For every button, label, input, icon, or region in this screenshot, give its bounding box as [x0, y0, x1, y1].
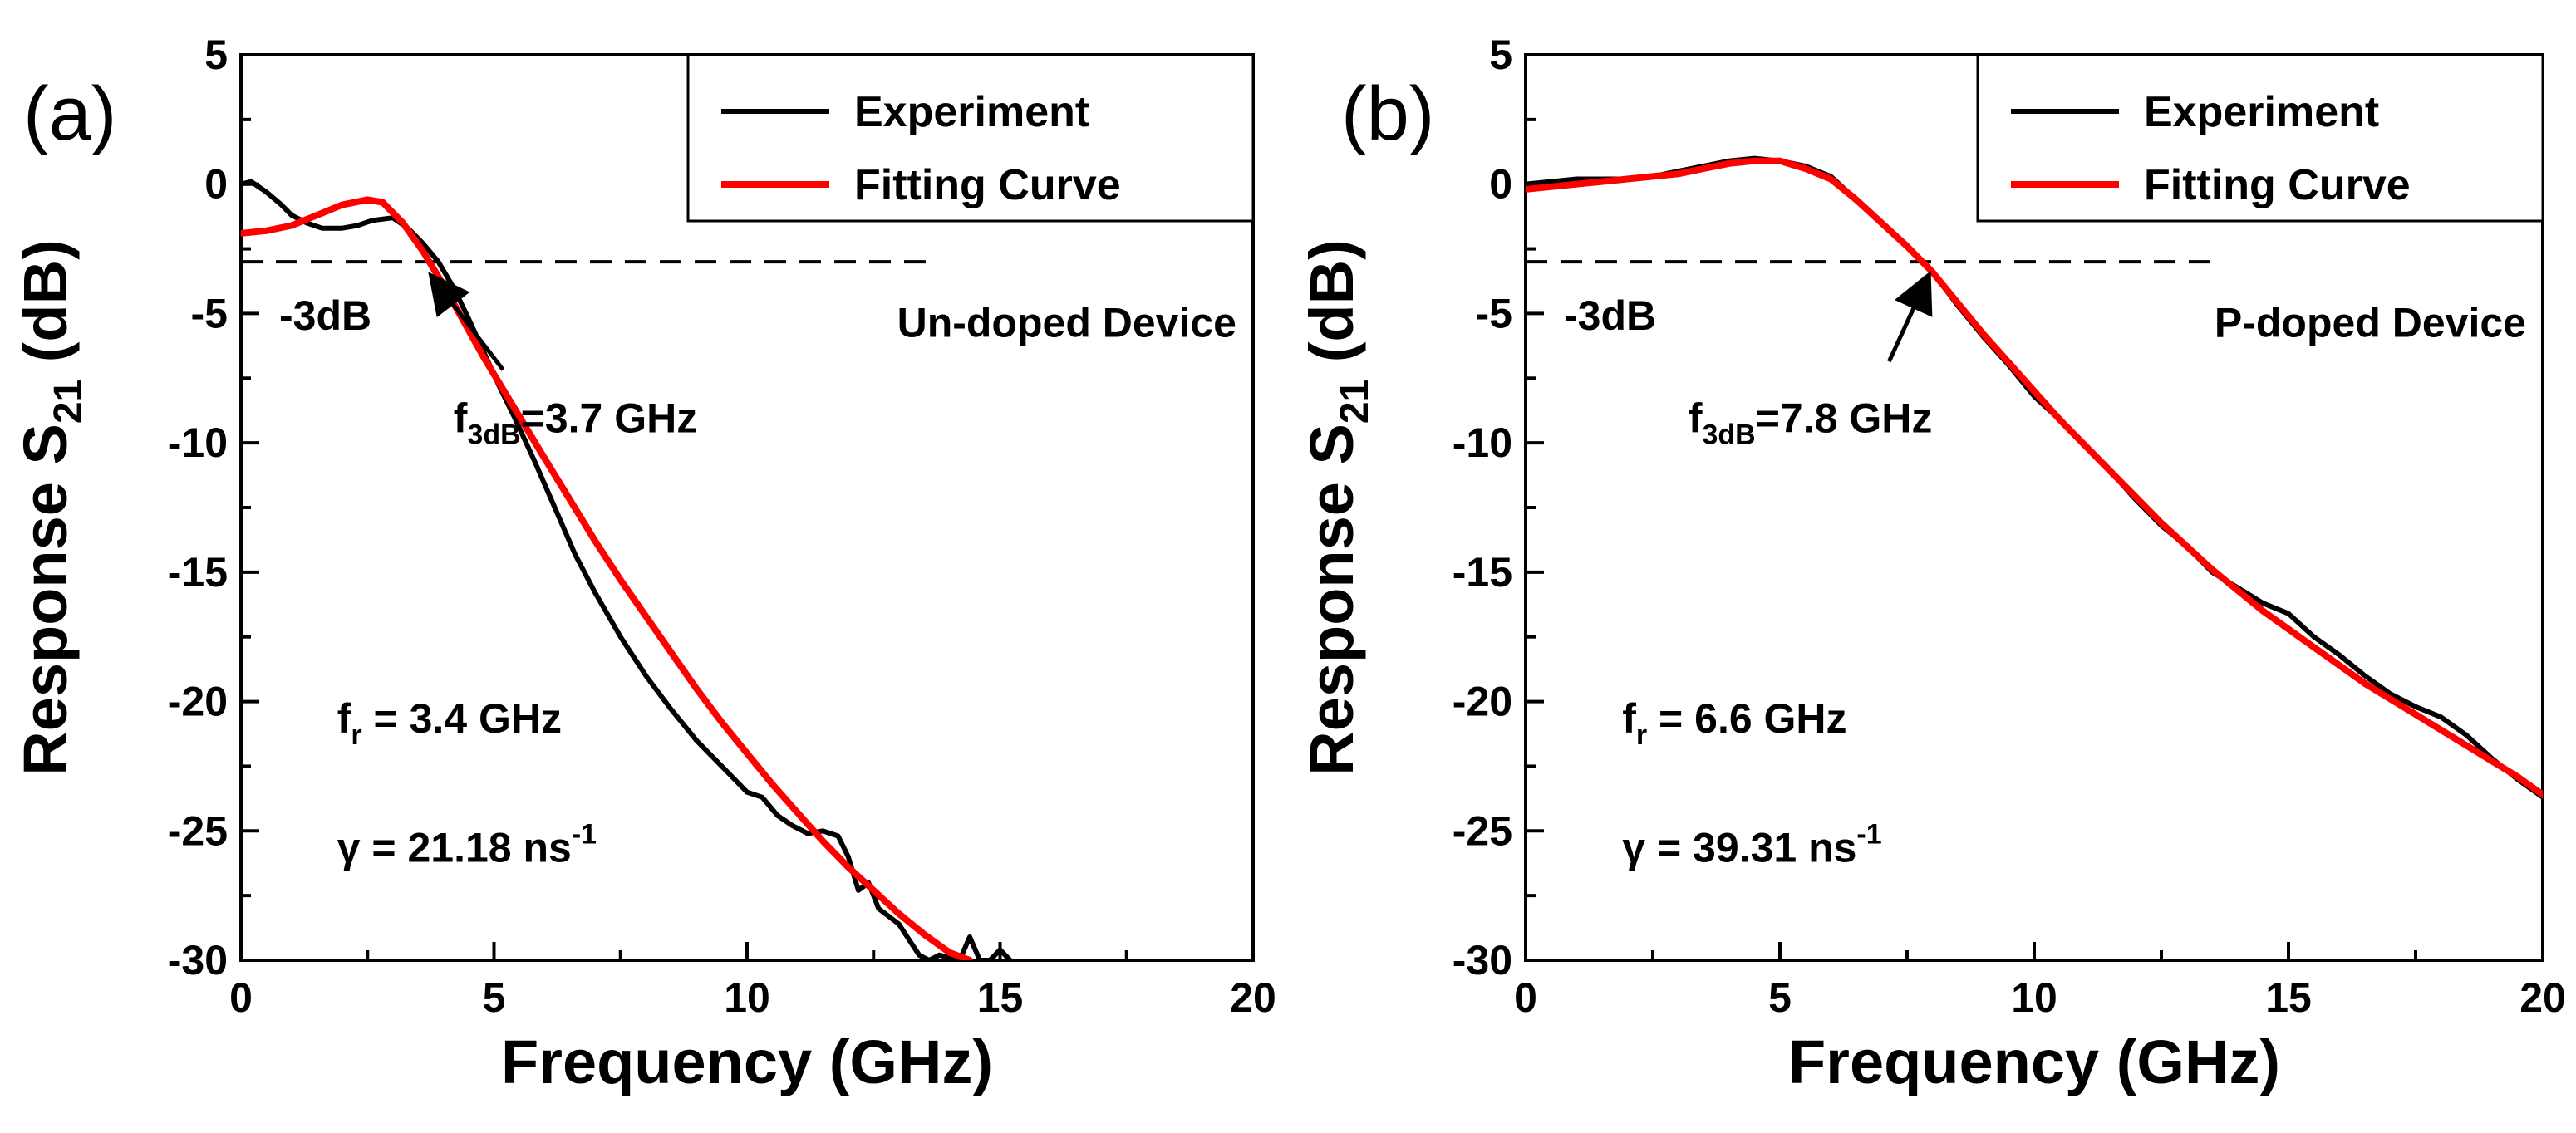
y-tick-label: -10 — [168, 419, 228, 466]
fr-prefix: f — [1622, 695, 1636, 742]
legend-label: Fitting Curve — [2144, 161, 2411, 209]
y-tick-label: -25 — [1453, 807, 1512, 854]
x-tick-label: 5 — [483, 974, 506, 1021]
y-tick-label: -5 — [191, 290, 228, 336]
y-tick-label: 5 — [1489, 32, 1512, 78]
f3db-prefix: f — [454, 395, 468, 442]
y-tick-label: -15 — [168, 549, 228, 596]
fr-annotation: fr = 6.6 GHz — [1622, 695, 1846, 751]
f3db-value: =7.8 GHz — [1756, 395, 1933, 442]
x-tick-label: 15 — [977, 974, 1024, 1021]
x-axis-title: Frequency (GHz) — [501, 1028, 993, 1096]
x-axis-title: Frequency (GHz) — [1788, 1028, 2280, 1096]
y-tick-label: -30 — [1453, 937, 1512, 983]
f3db-annotation: f3dB=7.8 GHz — [1689, 395, 1932, 451]
x-tick-label: 20 — [2519, 974, 2566, 1021]
y-axis-title: Response S21 (dB) — [11, 239, 91, 775]
series-line-experiment — [241, 179, 1013, 960]
x-tick-label: 0 — [1514, 974, 1537, 1021]
y-tick-label: -15 — [1453, 549, 1512, 596]
gamma-value: γ = 39.31 ns — [1622, 825, 1856, 871]
panel-label: (a) — [23, 71, 116, 156]
threshold-label: -3dB — [279, 292, 371, 339]
y-tick-label: 0 — [1489, 161, 1512, 208]
gamma-value: γ = 21.18 ns — [337, 825, 572, 871]
y-tick-label: 5 — [204, 32, 228, 78]
gamma-annotation: γ = 21.18 ns-1 — [337, 819, 597, 871]
device-label: Un-doped Device — [897, 299, 1236, 346]
gamma-superscript: -1 — [572, 819, 597, 851]
f3db-prefix: f — [1689, 395, 1703, 442]
y-axis-title-main: Response S — [11, 424, 80, 776]
f3db-arrow — [1887, 271, 1933, 363]
f3db-subscript: 3dB — [1702, 419, 1755, 451]
series-line-fitting-curve — [241, 196, 973, 960]
gamma-annotation: γ = 39.31 ns-1 — [1622, 819, 1881, 871]
x-tick-label: 20 — [1230, 974, 1276, 1021]
x-tick-label: 10 — [2011, 974, 2057, 1021]
x-tick-label: 0 — [229, 974, 253, 1021]
legend-label: Experiment — [854, 88, 1089, 136]
fr-subscript: r — [1636, 719, 1647, 751]
y-axis-title-subscript: 21 — [1333, 380, 1377, 424]
y-axis-title-unit: (dB) — [1297, 239, 1366, 380]
x-tick-label: 10 — [724, 974, 770, 1021]
y-tick-label: -5 — [1476, 290, 1512, 336]
f3db-value: =3.7 GHz — [521, 395, 698, 442]
fr-value: = 3.4 GHz — [362, 695, 562, 742]
legend-label: Fitting Curve — [854, 161, 1121, 209]
fr-value: = 6.6 GHz — [1647, 695, 1846, 742]
y-tick-label: -20 — [1453, 679, 1512, 725]
panel-label: (b) — [1341, 71, 1434, 156]
f3db-annotation: f3dB=3.7 GHz — [454, 395, 698, 451]
x-tick-label: 15 — [2265, 974, 2312, 1021]
fr-subscript: r — [351, 719, 361, 751]
y-tick-label: -25 — [168, 807, 228, 854]
y-axis-title-main: Response S — [1297, 424, 1366, 776]
threshold-label: -3dB — [1564, 292, 1656, 339]
gamma-superscript: -1 — [1856, 819, 1881, 851]
y-axis-title-subscript: 21 — [47, 380, 91, 424]
y-tick-label: -20 — [168, 679, 228, 725]
series-line-fitting-curve — [1526, 157, 2543, 798]
y-axis-title: Response S21 (dB) — [1297, 239, 1377, 775]
x-tick-label: 5 — [1768, 974, 1792, 1021]
y-axis-title-unit: (dB) — [11, 239, 80, 380]
y-tick-label: -10 — [1453, 419, 1512, 466]
fr-annotation: fr = 3.4 GHz — [337, 695, 562, 751]
legend-box — [1976, 53, 2544, 223]
y-tick-label: 0 — [204, 161, 228, 208]
legend-label: Experiment — [2144, 88, 2379, 136]
device-label: P-doped Device — [2215, 299, 2526, 346]
y-tick-label: -30 — [168, 937, 228, 983]
f3db-arrow — [428, 272, 505, 371]
legend-box — [686, 53, 1255, 223]
f3db-subscript: 3dB — [467, 419, 520, 451]
fr-prefix: f — [337, 695, 351, 742]
